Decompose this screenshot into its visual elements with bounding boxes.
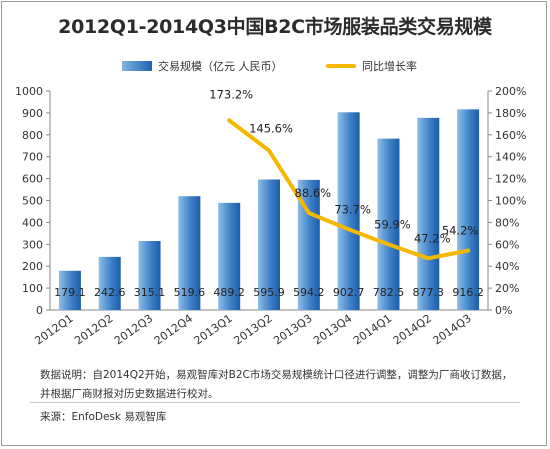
legend-bar-swatch <box>122 61 152 71</box>
x-tick-label: 2014Q3 <box>431 312 474 348</box>
y-right-tick-label: 20% <box>495 282 519 295</box>
growth-value-label: 145.6% <box>249 122 293 136</box>
bar <box>98 256 121 310</box>
growth-value-label: 47.2% <box>414 231 451 245</box>
legend-line-label: 同比增长率 <box>362 60 417 73</box>
bar-value-label: 916.2 <box>452 286 484 299</box>
y-left-tick-label: 100 <box>22 282 43 295</box>
growth-point <box>386 242 390 246</box>
x-tick-label: 2013Q4 <box>311 312 354 348</box>
divider <box>30 402 520 403</box>
legend-line-swatch <box>326 64 356 68</box>
x-tick-label: 2014Q1 <box>351 312 394 348</box>
y-right-tick-label: 120% <box>495 173 526 186</box>
growth-point <box>307 211 311 215</box>
y-left-tick-label: 700 <box>22 151 43 164</box>
y-left-tick-label: 800 <box>22 129 43 142</box>
bar-value-label: 902.7 <box>333 286 365 299</box>
bar <box>138 240 161 310</box>
growth-value-label: 54.2% <box>442 224 479 238</box>
x-tick-label: 2012Q4 <box>152 312 195 348</box>
bar-value-label: 877.3 <box>413 286 445 299</box>
y-left-tick-label: 400 <box>22 216 43 229</box>
y-left-tick-label: 900 <box>22 107 43 120</box>
chart-title: 2012Q1-2014Q3中国B2C市场服装品类交易规模 <box>58 16 492 38</box>
growth-value-label: 73.7% <box>334 202 371 216</box>
y-right-tick-label: 160% <box>495 129 526 142</box>
y-right-tick-label: 80% <box>495 216 519 229</box>
bar-value-label: 315.1 <box>134 286 166 299</box>
growth-point <box>466 249 470 253</box>
bar <box>58 270 81 310</box>
data-note: 数据说明：自2014Q2开始，易观智库对B2C市场交易规模统计口径进行调整，调整… <box>40 369 513 400</box>
bar <box>417 117 440 310</box>
growth-value-label: 88.6% <box>295 186 332 200</box>
y-left-tick-label: 300 <box>22 238 43 251</box>
bar <box>297 179 320 310</box>
y-right-tick-label: 180% <box>495 107 526 120</box>
bar-value-label: 489.2 <box>213 286 245 299</box>
growth-point <box>227 118 231 122</box>
bar <box>258 179 280 310</box>
x-tick-label: 2012Q1 <box>32 312 75 348</box>
x-tick-label: 2013Q2 <box>232 312 275 348</box>
y-right-tick-label: 60% <box>495 238 519 251</box>
x-tick-label: 2013Q3 <box>271 312 314 348</box>
bar-value-label: 179.1 <box>54 286 86 299</box>
y-left-tick-label: 600 <box>22 173 43 186</box>
y-left-tick-label: 500 <box>22 195 43 208</box>
y-right-tick-label: 100% <box>495 195 526 208</box>
y-right-tick-label: 0% <box>495 304 512 317</box>
bar-value-label: 782.5 <box>373 286 405 299</box>
bar-value-label: 594.2 <box>293 286 325 299</box>
growth-point <box>347 227 351 231</box>
growth-value-label: 59.9% <box>374 217 411 231</box>
growth-value-label: 173.2% <box>209 87 253 101</box>
legend-bar-label: 交易规模（亿元 人民币） <box>158 60 283 73</box>
y-left-tick-label: 1000 <box>15 85 43 98</box>
x-tick-label: 2013Q1 <box>192 312 235 348</box>
legend-line: 同比增长率 <box>326 58 417 74</box>
bar-value-label: 242.6 <box>94 286 126 299</box>
source-text: 来源：EnfoDesk 易观智库 <box>40 411 167 423</box>
bar <box>337 112 360 310</box>
bar-value-label: 519.6 <box>174 286 206 299</box>
bar-value-label: 595.9 <box>253 286 285 299</box>
y-right-tick-label: 140% <box>495 151 526 164</box>
bar <box>457 109 480 310</box>
x-tick-label: 2012Q3 <box>112 312 155 348</box>
y-right-tick-label: 40% <box>495 260 519 273</box>
legend-bar: 交易规模（亿元 人民币） <box>122 58 283 74</box>
bar <box>178 196 201 310</box>
y-right-tick-label: 200% <box>495 85 526 98</box>
y-left-tick-label: 200 <box>22 260 43 273</box>
y-left-tick-label: 0 <box>36 304 43 317</box>
bar <box>377 138 400 310</box>
growth-point <box>426 256 430 260</box>
x-tick-label: 2012Q2 <box>72 312 115 348</box>
bar <box>218 202 241 310</box>
growth-point <box>267 149 271 153</box>
x-tick-label: 2014Q2 <box>391 312 434 348</box>
